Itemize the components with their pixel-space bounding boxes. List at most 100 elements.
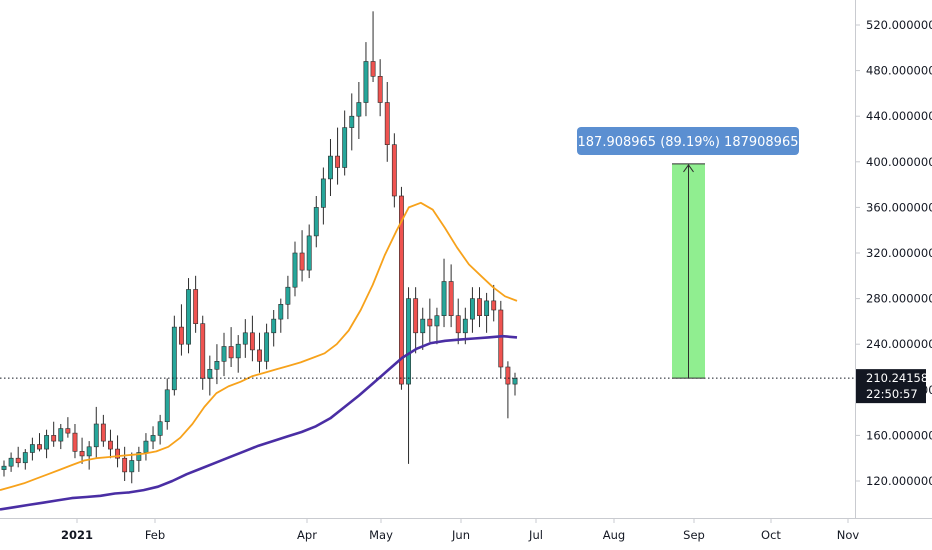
plot-area[interactable] [0,11,518,511]
candle [221,332,227,377]
candle-body [363,61,369,103]
candle [264,323,270,370]
candle [242,319,248,358]
measure-label-box [577,127,799,155]
time-tick-label: May [369,528,393,542]
candle [469,287,475,333]
overlay-layer: 187.908965 (89.19%) 187908965 [0,127,855,379]
candle [406,287,411,464]
candle [100,414,106,447]
candle-body [8,457,14,467]
candle [65,417,71,438]
candle-body [164,389,170,423]
time-tick-label: Nov [837,528,860,542]
candle-body [498,309,504,368]
candle-body [306,235,312,271]
measure-arrow-head-icon [683,164,694,173]
price-tick-label: 400.000000 [866,155,932,169]
candle [349,93,355,151]
candle [186,278,191,354]
candle [15,446,21,468]
time-tick-label: Jun [451,528,470,542]
candle-body [377,76,383,103]
candle [164,378,170,430]
candle-body [406,298,411,385]
candle-body [86,446,92,457]
candle [8,452,14,472]
candle-body [257,349,262,362]
price-tick-label: 160.000000 [866,428,932,442]
price-tick-label: 360.000000 [866,200,932,214]
time-tick-label: Apr [297,528,317,542]
candle [342,110,348,176]
candle-body [115,448,120,459]
candle-body [328,155,333,180]
candle [51,421,57,447]
candle [292,241,298,297]
candle [44,429,50,459]
candle [441,258,447,328]
candle-body [193,289,199,324]
candle [257,332,262,373]
candle [179,304,184,356]
candle-body [278,303,284,320]
candle-body [129,460,135,473]
candle-body [58,428,64,442]
candle [320,167,326,225]
candle-body [235,343,241,359]
candle-body [150,435,156,442]
current-price-badge[interactable]: 210.241582 22:50:57 [856,369,932,404]
axis-labels: 210.241582 22:50:57 [856,369,932,404]
candle [391,133,397,208]
candle-countdown: 22:50:57 [866,387,918,401]
candle [214,344,220,385]
candle [157,414,163,445]
candle [285,275,291,320]
current-price-badge-bg [856,369,926,404]
candle-body [391,144,397,197]
candle [477,287,482,328]
candle [491,284,497,322]
measure-label-text: 187.908965 (89.19%) 187908965 [578,135,799,150]
time-tick-label: Sep [683,528,705,542]
candle-body [356,102,362,117]
candle [413,287,419,354]
candle-body [221,346,227,362]
candle [420,307,426,350]
candle [108,429,113,459]
candle-body [108,440,113,450]
candle-body [242,332,248,345]
candle-body [455,315,461,334]
price-tick-label: 120.000000 [866,474,932,488]
candle-body [384,102,390,145]
candle-body [72,432,78,452]
time-axis[interactable]: 2021 Feb Apr May Jun Jul Aug Sep Oct Nov [61,518,859,542]
candle [249,315,255,362]
candle [512,372,518,396]
current-price-value: 210.241582 [866,371,932,385]
candle-body [427,318,433,327]
candle [306,224,312,279]
candle-body [122,457,128,473]
candle-body [342,127,348,168]
candle [498,300,504,379]
candle [72,424,78,459]
candle-body [186,289,191,345]
measure-tool[interactable]: 187.908965 (89.19%) 187908965 [577,127,799,379]
time-tick-label: Feb [145,528,165,542]
candle-body [434,315,440,327]
candle-body [370,61,376,77]
ma-slow-line [0,334,518,511]
candle-body [462,318,468,334]
candle-body [100,423,106,442]
candle [37,433,42,452]
candle [207,355,213,396]
candle-body [179,326,184,345]
candle-body [505,366,511,385]
candle [335,127,340,185]
candle-body [65,428,71,434]
time-tick-label: 2021 [61,528,93,542]
candle [129,452,135,484]
candle-body [292,252,298,288]
